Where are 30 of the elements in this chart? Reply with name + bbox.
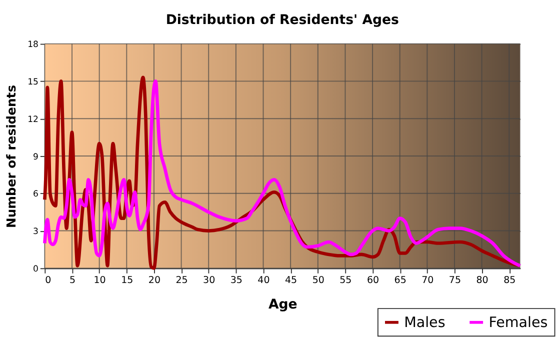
- x-tick-label: 85: [504, 274, 516, 286]
- x-tick-label: 55: [340, 274, 352, 286]
- x-tick-label: 45: [285, 274, 298, 286]
- x-tick-label: 10: [94, 274, 106, 286]
- y-tick-label: 3: [33, 227, 39, 238]
- x-tick-label: 60: [366, 274, 380, 286]
- x-tick-label: 65: [394, 274, 406, 286]
- y-tick-label: 18: [28, 40, 39, 50]
- x-tick-label: 70: [422, 274, 434, 286]
- x-tick-label: 40: [258, 274, 270, 286]
- legend-label: Females: [488, 315, 548, 332]
- x-tick-label: 50: [312, 274, 324, 286]
- y-tick-label: 6: [33, 190, 39, 200]
- y-tick-label: 9: [33, 152, 39, 162]
- x-axis-title: Age: [268, 298, 298, 313]
- y-axis-title: Number of residents: [4, 84, 18, 228]
- x-tick-label: 30: [203, 274, 216, 286]
- x-tick-label: 15: [121, 274, 134, 286]
- x-tick-label: 25: [176, 274, 188, 286]
- x-tick-label: 35: [230, 274, 242, 286]
- x-tick-label: 80: [476, 274, 488, 286]
- x-tick-label: 75: [448, 274, 462, 286]
- y-tick-label: 15: [28, 78, 39, 88]
- x-tick-label: 20: [148, 274, 160, 286]
- legend-label: Males: [404, 315, 446, 332]
- y-tick-label: 12: [28, 114, 39, 125]
- chart-title: Distribution of Residents' Ages: [166, 12, 400, 28]
- y-tick-label: 0: [33, 264, 39, 275]
- x-tick-label: 5: [69, 274, 76, 286]
- x-tick-label: 0: [45, 274, 52, 286]
